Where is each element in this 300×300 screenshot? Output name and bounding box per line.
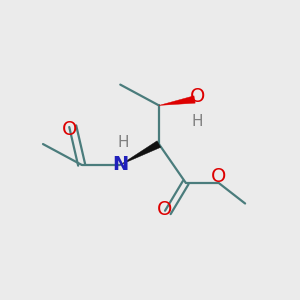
Text: O: O	[211, 167, 226, 186]
Text: O: O	[190, 87, 205, 106]
Text: O: O	[157, 200, 172, 219]
Text: O: O	[62, 120, 77, 139]
Polygon shape	[120, 141, 161, 165]
Text: N: N	[112, 155, 128, 174]
Polygon shape	[159, 96, 195, 105]
Text: H: H	[118, 135, 129, 150]
Text: H: H	[192, 114, 203, 129]
